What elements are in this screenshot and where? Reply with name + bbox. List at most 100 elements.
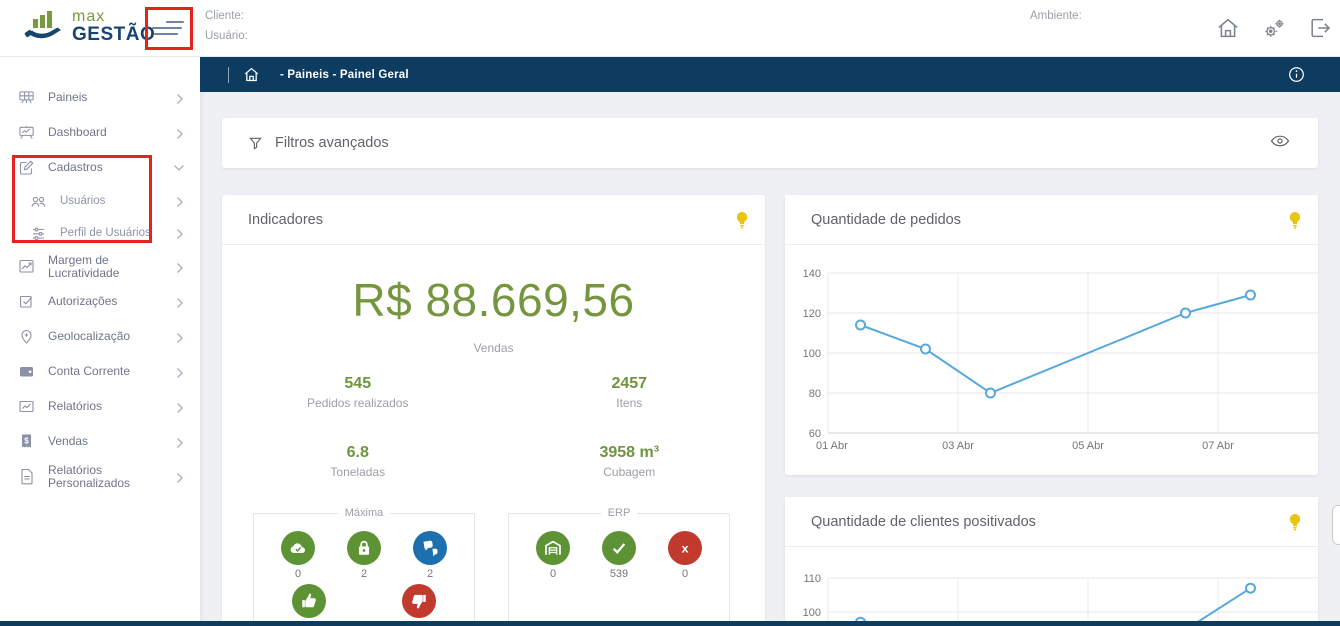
stat-pedidos-realizados: 545 Pedidos realizados [222, 375, 494, 410]
filter-icon [249, 137, 262, 150]
sales-total-value: R$ 88.669,56 [352, 274, 635, 326]
svg-text:100: 100 [803, 348, 821, 360]
status-count: 2 [360, 568, 368, 580]
info-icon[interactable] [1288, 66, 1305, 83]
breadcrumb-divider [228, 66, 229, 83]
chevron-right-icon [176, 261, 184, 273]
orders-chart-header: Quantidade de pedidos [785, 195, 1318, 245]
home-icon[interactable] [1216, 16, 1240, 40]
main-content: Filtros avançados Indicadores R$ 88.669,… [200, 92, 1340, 626]
filters-toggle[interactable]: Filtros avançados [222, 118, 1318, 168]
x-icon[interactable]: x [668, 531, 702, 565]
orders-chart-title: Quantidade de pedidos [811, 211, 961, 228]
positive-clients-chart-title: Quantidade de clientes positivados [811, 513, 1036, 530]
status-thumbs-down: 1 [397, 584, 441, 626]
thumbs-up-icon[interactable] [292, 584, 326, 618]
sidebar-item-relat-rios-personalizados[interactable]: Relatórios Personalizados [0, 459, 200, 494]
status-count: 0 [549, 568, 557, 580]
current-account-icon [18, 363, 35, 380]
lock-icon[interactable] [347, 531, 381, 565]
breadcrumb-home-icon[interactable] [243, 66, 260, 83]
svg-text:07 Abr: 07 Abr [1202, 440, 1234, 452]
status-cloud-check: 0 [276, 531, 320, 580]
sidebar-item-label: Cadastros [48, 160, 103, 174]
logout-icon[interactable] [1308, 16, 1332, 40]
breadcrumb-bar: - Paineis - Painel Geral [200, 57, 1340, 92]
status-check: 539 [597, 531, 641, 580]
lightbulb-icon[interactable] [735, 211, 749, 229]
stat-cubagem: 3958 m³ Cubagem [494, 444, 766, 479]
chevron-down-icon [174, 164, 186, 172]
breadcrumb-text: - Paineis - Painel Geral [280, 68, 409, 81]
ambiente-label: Ambiente: [1030, 10, 1082, 22]
sidebar-item-geolocaliza-o[interactable]: Geolocalização [0, 319, 200, 354]
sidebar-item-autoriza-es[interactable]: Autorizações [0, 284, 200, 319]
authorizations-icon [18, 293, 35, 310]
stat-label: Pedidos realizados [307, 396, 409, 410]
warehouse-icon[interactable] [536, 531, 570, 565]
stat-label: Cubagem [603, 465, 656, 479]
sidebar-item-margem-de-lucratividade[interactable]: Margem de Lucratividade [0, 249, 200, 284]
svg-text:x: x [682, 542, 689, 556]
sidebar-item-dashboard[interactable]: Dashboard [0, 115, 200, 150]
cloud-check-icon[interactable] [281, 531, 315, 565]
sidebar-item-label: Usuários [60, 194, 106, 207]
positive-clients-line-chart: 110 100 [803, 573, 1318, 626]
indicators-card: Indicadores R$ 88.669,56 Vendas 545 Pedid… [222, 195, 765, 626]
stat-value: 6.8 [346, 444, 369, 461]
sidebar-item-perfil-de-usu-rios[interactable]: Perfil de Usuários [0, 217, 200, 249]
chevron-right-icon [176, 436, 184, 448]
chevron-right-icon [176, 296, 184, 308]
stat-itens: 2457 Itens [494, 375, 766, 410]
cliente-label: Cliente: [205, 10, 244, 22]
positive-clients-chart-header: Quantidade de clientes positivados [785, 497, 1318, 547]
thumbs-down-icon[interactable] [402, 584, 436, 618]
group-máxima: Máxima 0 2 2 76 1 [253, 507, 475, 626]
registrations-icon [18, 159, 35, 176]
stat-toneladas: 6.8 Toneladas [222, 444, 494, 479]
sidebar-item-relat-rios[interactable]: Relatórios [0, 389, 200, 424]
sidebar-item-label: Dashboard [48, 125, 107, 139]
sidebar-item-paineis[interactable]: Paineis [0, 80, 200, 115]
status-lock: 2 [342, 531, 386, 580]
sidebar-item-label: Relatórios Personalizados [48, 462, 131, 490]
chat-icon[interactable] [413, 531, 447, 565]
sales-total-label: Vendas [473, 341, 514, 355]
svg-text:140: 140 [803, 268, 821, 280]
floating-widget-partial[interactable] [1332, 505, 1340, 545]
sidebar-item-label: Geolocalização [48, 329, 131, 343]
sidebar-item-usu-rios[interactable]: Usuários [0, 185, 200, 217]
filters-card: Filtros avançados [222, 118, 1318, 168]
sidebar-item-label: Relatórios [48, 399, 103, 413]
sidebar-item-label: Paineis [48, 90, 88, 104]
sidebar-item-conta-corrente[interactable]: Conta Corrente [0, 354, 200, 389]
sidebar-item-label: Vendas [48, 434, 89, 448]
check-icon[interactable] [602, 531, 636, 565]
sidebar-item-label: Autorizações [48, 294, 118, 308]
chevron-right-icon [176, 195, 184, 207]
lightbulb-icon[interactable] [1288, 513, 1302, 531]
chevron-right-icon [176, 471, 184, 483]
logo-text-gestao: GESTÃO [72, 23, 156, 45]
stat-value: 545 [344, 375, 372, 392]
settings-gears-icon[interactable] [1262, 16, 1286, 40]
status-count: 0 [681, 568, 689, 580]
sidebar-item-label: Margem de Lucratividade [48, 252, 120, 280]
sidebar-item-cadastros[interactable]: Cadastros [0, 150, 200, 185]
status-chat: 2 [408, 531, 452, 580]
stat-label: Itens [616, 396, 643, 410]
menu-toggle-button[interactable] [152, 15, 186, 41]
visibility-eye-icon[interactable] [1270, 135, 1290, 149]
lightbulb-icon[interactable] [1288, 211, 1302, 229]
positive-clients-chart-card: 110 100 Quantidade de clientes positivado… [785, 497, 1318, 626]
dashboard-icon [18, 124, 35, 141]
stat-value: 2457 [611, 375, 648, 392]
indicators-title: Indicadores [248, 211, 323, 228]
orders-chart-card: 140 120 100 80 60 01 Abr 03 Abr 05 Abr 07 Abr Qu… [785, 195, 1318, 475]
status-thumbs-up: 76 [287, 584, 331, 626]
custom-reports-icon [18, 468, 35, 485]
sidebar-item-vendas[interactable]: $ Vendas [0, 424, 200, 459]
group-erp: ERP 0 539 x 0 [508, 507, 730, 626]
svg-text:$: $ [24, 437, 29, 446]
